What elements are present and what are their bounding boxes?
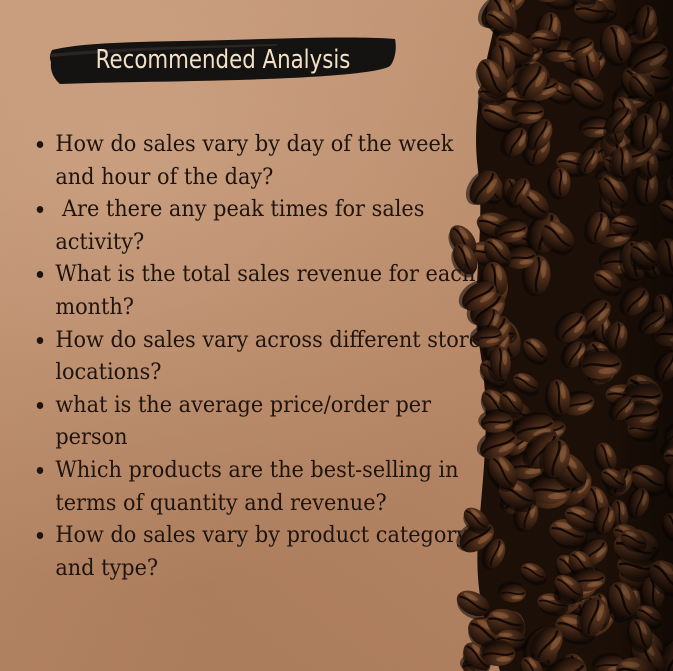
title-brush-stroke <box>49 37 396 84</box>
question-item: Which products are the best-selling in t… <box>55 454 492 519</box>
question-item: How do sales vary by day of the week and… <box>55 128 492 193</box>
question-item: What is the total sales revenue for each… <box>55 258 492 323</box>
question-item: Are there any peak times for sales activ… <box>55 193 492 258</box>
question-item: How do sales vary by product category an… <box>55 519 492 584</box>
slide-title: Recommended Analysis <box>95 45 351 75</box>
analysis-questions-list: How do sales vary by day of the week and… <box>20 128 492 584</box>
question-item: what is the average price/order per pers… <box>55 389 492 454</box>
question-item: How do sales vary across different store… <box>55 324 492 389</box>
